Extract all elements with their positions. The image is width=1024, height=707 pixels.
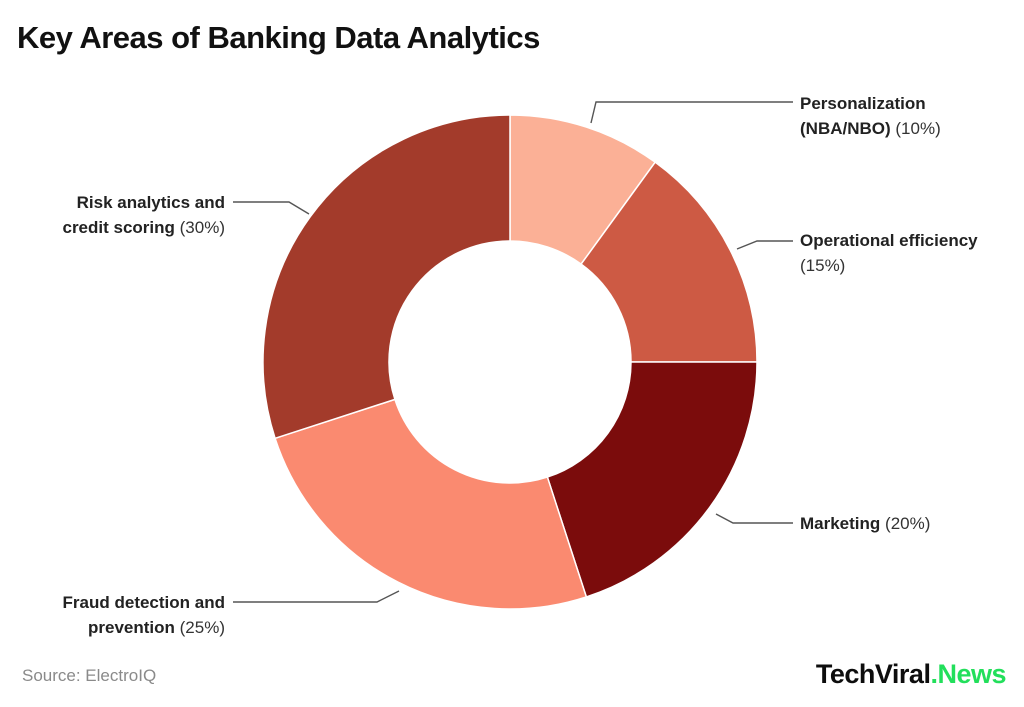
leader-line-2 bbox=[736, 240, 793, 250]
callout-marketing: Marketing (20%) bbox=[800, 511, 930, 536]
callout-risk-analytics: Risk analytics and credit scoring (30%) bbox=[62, 190, 225, 240]
donut-slice-3 bbox=[546, 361, 758, 598]
callout-fraud-detection: Fraud detection and prevention (25%) bbox=[63, 590, 225, 640]
donut-slice-4 bbox=[274, 398, 588, 610]
callout-marketing-pct: (20%) bbox=[885, 514, 931, 533]
callout-operational-pct: (15%) bbox=[800, 256, 846, 275]
callout-personalization-name2: (NBA/NBO) bbox=[800, 119, 891, 138]
callout-personalization-name: Personalization bbox=[800, 94, 926, 113]
brand-logo-black: TechViral bbox=[815, 659, 931, 689]
donut-slice-2 bbox=[580, 161, 758, 363]
brand-logo-green: .News bbox=[930, 659, 1006, 689]
callout-operational-name: Operational efficiency bbox=[800, 231, 978, 250]
callout-fraud-name: Fraud detection and bbox=[62, 593, 225, 612]
leader-line-3 bbox=[715, 513, 793, 524]
leader-line-5 bbox=[233, 201, 310, 215]
leader-line-4 bbox=[233, 590, 400, 603]
callout-personalization: Personalization (NBA/NBO) (10%) bbox=[800, 91, 941, 141]
callout-risk-pct: (30%) bbox=[179, 218, 225, 237]
callout-operational-efficiency: Operational efficiency (15%) bbox=[800, 228, 978, 278]
brand-logo: TechViral.News bbox=[815, 659, 1007, 690]
chart-title: Key Areas of Banking Data Analytics bbox=[17, 20, 540, 55]
callout-fraud-pct: (25%) bbox=[179, 618, 225, 637]
callout-marketing-name: Marketing bbox=[800, 514, 881, 533]
callout-risk-name: Risk analytics and bbox=[76, 193, 225, 212]
callout-personalization-pct: (10%) bbox=[895, 119, 941, 138]
donut-slice-5 bbox=[262, 114, 511, 440]
callout-risk-name2: credit scoring bbox=[62, 218, 175, 237]
leader-line-1 bbox=[590, 101, 793, 124]
source-attribution: Source: ElectroIQ bbox=[22, 666, 157, 685]
callout-fraud-name2: prevention bbox=[88, 618, 175, 637]
